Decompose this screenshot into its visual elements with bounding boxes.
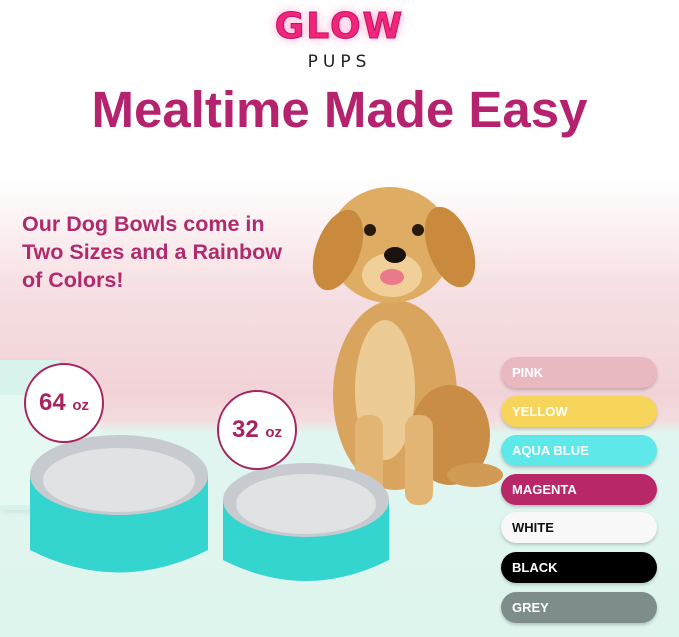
color-option-pink[interactable]: PINK (501, 357, 657, 388)
size-unit: oz (265, 424, 283, 441)
size-value: 32 (231, 416, 259, 443)
subheadline: Our Dog Bowls come in Two Sizes and a Ra… (22, 212, 283, 292)
color-option-aqua-blue[interactable]: AQUA BLUE (501, 435, 657, 466)
color-option-black[interactable]: BLACK (501, 552, 657, 583)
size-badge-64: 64 oz (24, 363, 104, 443)
size-badge-32: 32 oz (217, 390, 297, 470)
brand-logo: GLOW (274, 6, 405, 48)
color-option-grey[interactable]: GREY (501, 592, 657, 623)
color-option-white[interactable]: WHITE (501, 512, 657, 543)
headline: Mealtime Made Easy (91, 81, 588, 138)
bowls-image (30, 435, 389, 581)
size-value: 64 (38, 389, 66, 416)
color-option-magenta[interactable]: MAGENTA (501, 474, 657, 505)
size-unit: oz (72, 397, 90, 414)
brand-subtitle: PUPS (307, 52, 372, 72)
color-option-yellow[interactable]: YELLOW (501, 396, 657, 427)
